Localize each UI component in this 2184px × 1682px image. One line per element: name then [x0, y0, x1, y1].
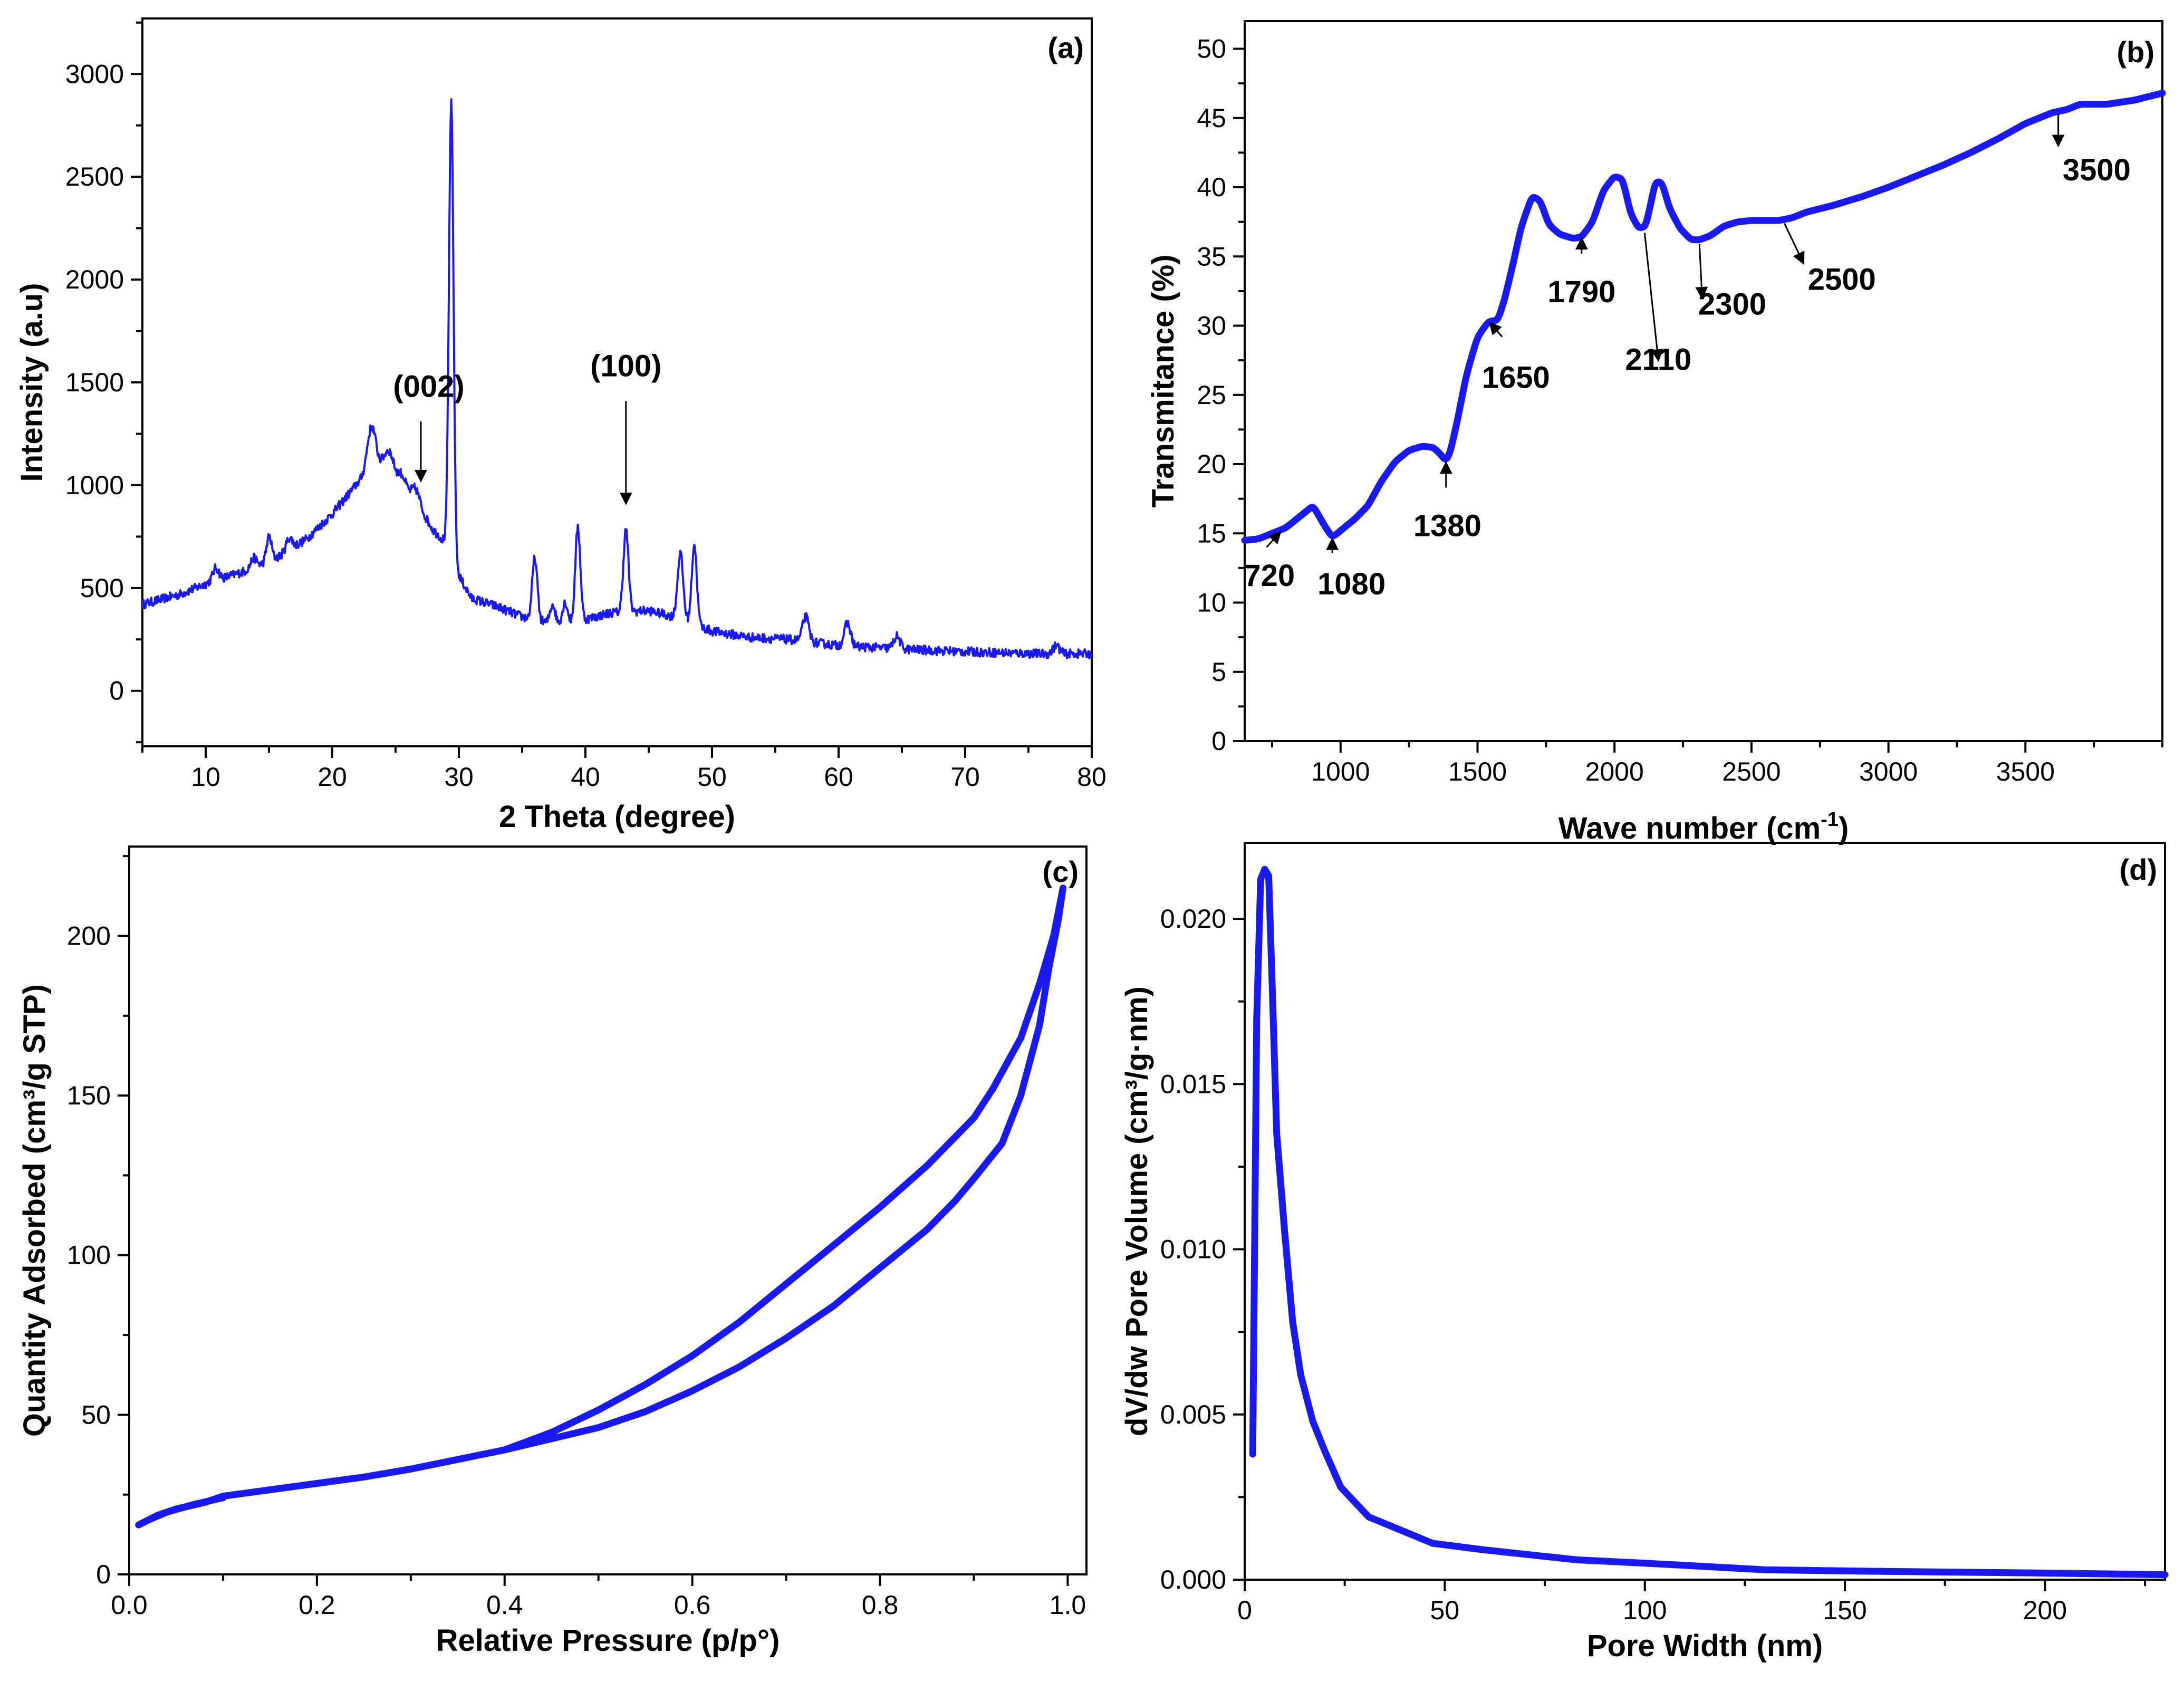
y-tick-label: 0.010 — [1160, 1235, 1226, 1264]
low-pressure-branch-line — [135, 1494, 227, 1529]
x-tick-label: 1500 — [1448, 757, 1507, 786]
x-tick-label: 150 — [1823, 1596, 1866, 1625]
x-axis-title: Pore Width (nm) — [1587, 1629, 1823, 1663]
ftir-spectrum-line — [1241, 90, 2166, 544]
x-tick-label: 60 — [824, 762, 853, 792]
y-tick-label: 0.020 — [1160, 904, 1226, 934]
y-tick-label: 25 — [1197, 380, 1226, 410]
x-tick-label: 0 — [1237, 1596, 1252, 1625]
x-tick-label: 40 — [571, 762, 600, 792]
x-tick-label: 70 — [950, 762, 980, 792]
y-tick-label: 30 — [1197, 311, 1226, 341]
panel-a-xrd-chart: 10 20 30 40 50 60 70 80 0 500 1000 1500 2000 2500 3000… — [15, 17, 1107, 834]
x-axis-title: Wave number (cm-1) — [1558, 809, 1849, 845]
x-tick-label: 0.6 — [674, 1590, 711, 1620]
adsorption-branch-line — [135, 885, 1066, 1529]
panel-c-isotherm-chart: 0.0 0.2 0.4 0.6 0.8 1.0 0 50 100 150 200 Relative P… — [17, 845, 1088, 1658]
x-tick-label: 20 — [318, 762, 347, 792]
y-tick-label: 40 — [1197, 172, 1226, 202]
y-tick-label: 45 — [1197, 103, 1226, 133]
x-tick-label: 0.2 — [299, 1590, 335, 1620]
y-tick-label: 1500 — [65, 368, 124, 397]
panel-b-ftir-chart: 1000 1500 2000 2500 3000 3500 0 5 10 15 20 25 30 35 40… — [1146, 20, 2166, 845]
annotation-label: 1790 — [1547, 275, 1615, 309]
y-tick-label: 0.000 — [1160, 1565, 1226, 1594]
y-tick-label: 0 — [96, 1560, 111, 1589]
annotation-label: 1380 — [1413, 509, 1481, 543]
y-tick-label: 15 — [1197, 518, 1226, 548]
x-tick-label: 100 — [1623, 1596, 1667, 1625]
y-axis-title: Intensity (a.u) — [15, 283, 49, 482]
x-tick-label: 1000 — [1311, 757, 1370, 786]
y-tick-label: 0.015 — [1160, 1069, 1226, 1099]
y-tick-label: 2500 — [65, 162, 124, 191]
y-axis-title: Quantity Adsorbed (cm³/g STP) — [17, 984, 52, 1437]
annotation-arrow — [1266, 531, 1282, 548]
annotation-arrow — [1783, 223, 1805, 265]
annotation-label: 2110 — [1625, 343, 1691, 377]
annotation-label: (100) — [590, 349, 661, 383]
plot-frame — [1244, 842, 2166, 1581]
annotation-label: 2500 — [1808, 262, 1876, 296]
y-tick-label: 50 — [1197, 34, 1226, 64]
x-axis-title: Relative Pressure (p/p°) — [436, 1623, 780, 1658]
annotation-arrow — [1695, 244, 1708, 300]
y-tick-label: 1000 — [65, 470, 124, 500]
annotation-label: 3500 — [2063, 153, 2131, 187]
y-tick-label: 200 — [67, 921, 111, 950]
desorption-branch-line — [501, 885, 1066, 1454]
x-tick-label: 3000 — [1859, 757, 1918, 786]
x-axis-title-superscript: -1 — [1821, 809, 1839, 831]
x-tick-label: 0.0 — [111, 1590, 148, 1620]
x-axis-title: 2 Theta (degree) — [499, 800, 735, 834]
x-tick-label: 3500 — [1996, 757, 2055, 786]
x-tick-label: 0.8 — [862, 1590, 899, 1620]
y-axis-title: Transmitance (%) — [1146, 254, 1180, 507]
x-tick-label: 80 — [1077, 762, 1107, 792]
annotation-label: 2300 — [1698, 287, 1766, 322]
y-tick-label: 3000 — [65, 59, 124, 89]
panel-label: (d) — [2119, 853, 2157, 886]
x-tick-label: 2500 — [1722, 757, 1781, 786]
plot-frame — [128, 845, 1088, 1575]
y-tick-label: 100 — [67, 1241, 111, 1270]
y-tick-label: 5 — [1211, 657, 1226, 687]
y-tick-label: 35 — [1197, 242, 1226, 271]
x-tick-label: 30 — [444, 762, 474, 792]
x-tick-label: 0.4 — [486, 1590, 523, 1620]
y-tick-label: 0 — [109, 676, 124, 706]
panel-label: (c) — [1043, 855, 1079, 888]
y-tick-label: 0.005 — [1160, 1400, 1226, 1429]
x-axis-title-end: ) — [1839, 811, 1849, 845]
y-tick-label: 50 — [81, 1400, 111, 1429]
panel-d-pore-distribution-chart: 0 50 100 150 200 0.000 0.005 0.010 0.015 0.020 Por… — [1120, 842, 2169, 1663]
plot-frame — [1244, 20, 2163, 742]
y-axis-title: dV/dw Pore Volume (cm³/g·nm) — [1120, 986, 1154, 1436]
annotation-label: (002) — [393, 369, 464, 403]
x-tick-label: 200 — [2023, 1596, 2067, 1625]
x-axis-title-main: Wave number (cm — [1558, 811, 1821, 845]
x-tick-label: 2000 — [1585, 757, 1644, 786]
annotation-label: 720 — [1244, 559, 1295, 593]
y-tick-label: 10 — [1197, 588, 1226, 618]
panel-label: (a) — [1048, 31, 1084, 64]
x-tick-label: 50 — [1430, 1596, 1460, 1625]
x-tick-label: 10 — [191, 762, 220, 792]
annotation-label: 1650 — [1482, 361, 1550, 395]
xrd-pattern-line — [141, 98, 1093, 660]
annotation-arrow — [1488, 322, 1503, 338]
x-tick-label: 1.0 — [1050, 1590, 1086, 1620]
annotation-arrow — [1643, 233, 1663, 362]
y-tick-label: 2000 — [65, 265, 124, 294]
y-tick-label: 150 — [67, 1081, 111, 1110]
annotation-label: 1080 — [1317, 567, 1386, 601]
pore-distribution-line — [1249, 866, 2169, 1579]
y-tick-label: 500 — [80, 573, 124, 603]
y-tick-label: 20 — [1197, 449, 1226, 479]
y-tick-label: 0 — [1211, 726, 1226, 756]
panel-label: (b) — [2116, 35, 2154, 69]
x-tick-label: 50 — [697, 762, 727, 792]
